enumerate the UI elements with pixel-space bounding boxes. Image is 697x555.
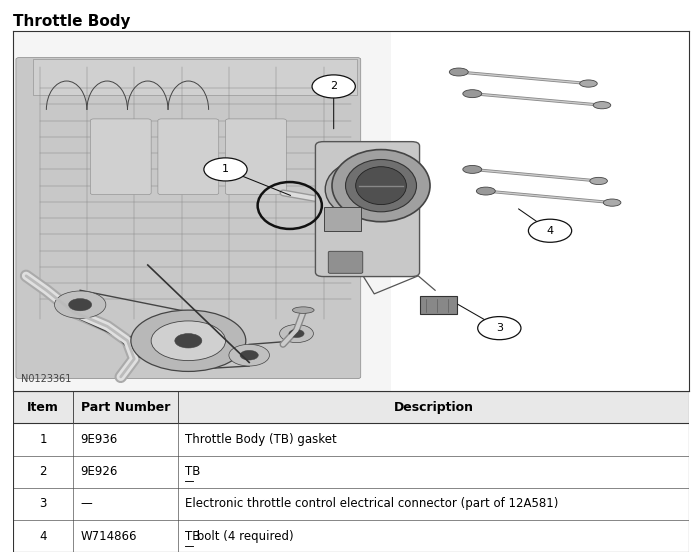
Circle shape bbox=[528, 219, 572, 243]
FancyBboxPatch shape bbox=[226, 119, 286, 195]
Text: 9E926: 9E926 bbox=[80, 465, 118, 478]
Ellipse shape bbox=[293, 307, 314, 314]
Text: 9E936: 9E936 bbox=[80, 433, 117, 446]
Bar bbox=[33, 59, 358, 95]
Text: —: — bbox=[80, 497, 92, 511]
Ellipse shape bbox=[590, 178, 607, 185]
Text: Throttle Body: Throttle Body bbox=[13, 14, 130, 29]
Ellipse shape bbox=[463, 165, 482, 173]
Circle shape bbox=[68, 299, 92, 311]
FancyBboxPatch shape bbox=[316, 142, 420, 276]
Text: 4: 4 bbox=[39, 529, 47, 543]
Bar bbox=[13, 520, 689, 552]
Bar bbox=[13, 423, 689, 456]
Text: 3: 3 bbox=[39, 497, 47, 511]
Text: 1: 1 bbox=[39, 433, 47, 446]
Text: 2: 2 bbox=[39, 465, 47, 478]
Polygon shape bbox=[121, 315, 215, 366]
Text: TB: TB bbox=[185, 529, 200, 543]
Circle shape bbox=[240, 350, 259, 360]
Ellipse shape bbox=[580, 80, 597, 87]
Circle shape bbox=[204, 158, 247, 181]
Bar bbox=[13, 456, 689, 488]
Ellipse shape bbox=[463, 90, 482, 98]
Text: Electronic throttle control electrical connector (part of 12A581): Electronic throttle control electrical c… bbox=[185, 497, 558, 511]
Ellipse shape bbox=[604, 199, 621, 206]
FancyBboxPatch shape bbox=[91, 119, 151, 195]
Ellipse shape bbox=[355, 166, 406, 205]
Circle shape bbox=[131, 310, 246, 371]
Ellipse shape bbox=[332, 149, 430, 222]
Ellipse shape bbox=[325, 162, 396, 217]
Text: bolt (4 required): bolt (4 required) bbox=[193, 529, 293, 543]
Text: 4: 4 bbox=[546, 226, 553, 236]
Text: TB: TB bbox=[185, 465, 200, 478]
Bar bbox=[13, 391, 689, 423]
Circle shape bbox=[54, 291, 106, 319]
Ellipse shape bbox=[450, 68, 468, 76]
Text: Throttle Body (TB) gasket: Throttle Body (TB) gasket bbox=[185, 433, 337, 446]
Text: Description: Description bbox=[393, 401, 473, 414]
Text: 1: 1 bbox=[222, 164, 229, 174]
Text: 2: 2 bbox=[330, 82, 337, 92]
Text: W714866: W714866 bbox=[80, 529, 137, 543]
Ellipse shape bbox=[593, 102, 611, 109]
Text: 3: 3 bbox=[496, 323, 503, 333]
Bar bbox=[13, 488, 689, 520]
Bar bbox=[323, 208, 361, 231]
Circle shape bbox=[175, 334, 202, 348]
Circle shape bbox=[289, 330, 304, 337]
FancyBboxPatch shape bbox=[328, 251, 362, 273]
FancyBboxPatch shape bbox=[158, 119, 219, 195]
Circle shape bbox=[229, 344, 270, 366]
Text: Item: Item bbox=[27, 401, 59, 414]
Ellipse shape bbox=[476, 187, 496, 195]
Bar bbox=[420, 296, 457, 314]
FancyBboxPatch shape bbox=[16, 58, 361, 379]
Circle shape bbox=[279, 325, 314, 342]
Circle shape bbox=[312, 75, 355, 98]
Ellipse shape bbox=[346, 159, 417, 212]
Polygon shape bbox=[13, 31, 391, 391]
Text: N0123361: N0123361 bbox=[21, 374, 71, 384]
Text: Part Number: Part Number bbox=[81, 401, 171, 414]
Circle shape bbox=[151, 321, 226, 361]
Circle shape bbox=[477, 316, 521, 340]
